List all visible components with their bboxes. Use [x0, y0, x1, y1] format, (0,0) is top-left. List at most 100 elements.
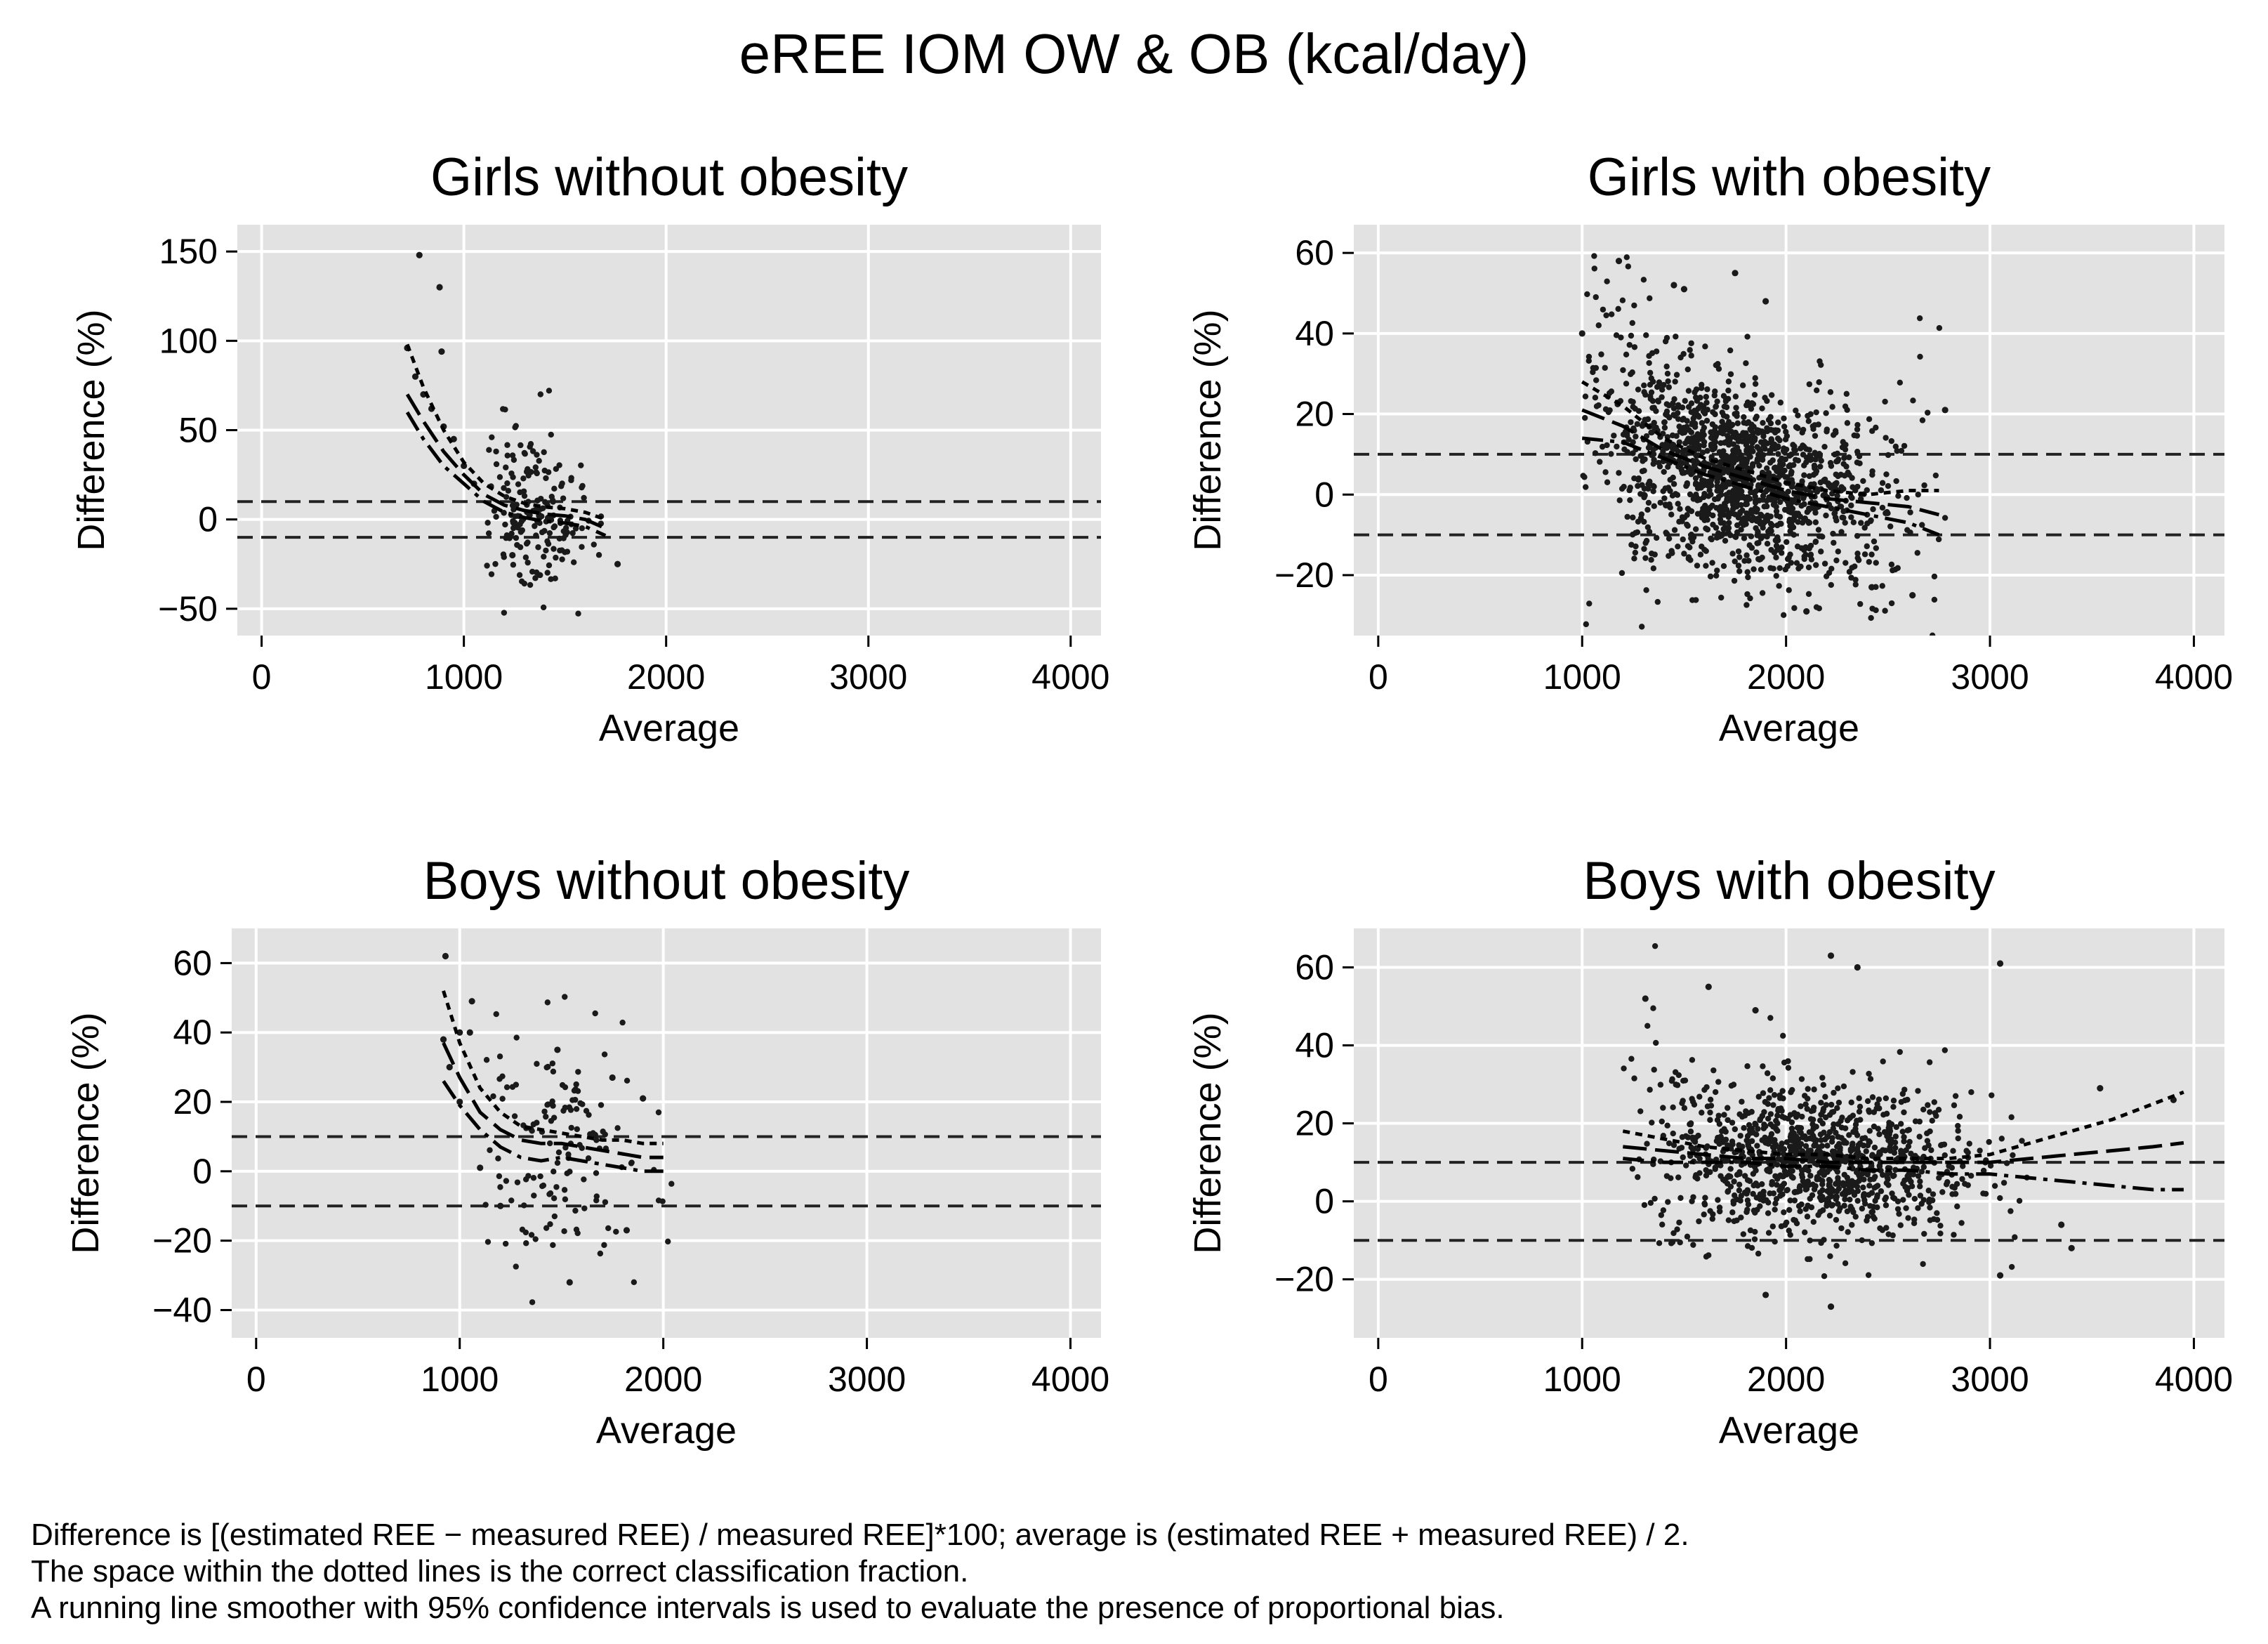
data-point — [1844, 420, 1851, 426]
data-point — [1789, 1168, 1795, 1174]
data-point — [1826, 1183, 1833, 1190]
data-point — [1867, 1176, 1873, 1183]
data-point — [1848, 1099, 1854, 1106]
data-point — [1800, 443, 1807, 449]
data-point — [1752, 1120, 1758, 1127]
data-point — [1672, 636, 1677, 641]
data-point — [1628, 371, 1634, 378]
data-point — [1673, 1081, 1679, 1088]
data-point — [1666, 535, 1673, 542]
data-point — [1949, 1191, 1956, 1197]
data-point — [1866, 1183, 1873, 1189]
data-point — [1853, 1169, 1860, 1176]
data-point — [1842, 1125, 1849, 1131]
data-point — [1709, 421, 1716, 428]
data-point — [508, 1197, 515, 1204]
data-point — [1628, 1056, 1635, 1062]
data-point — [545, 1101, 551, 1107]
data-point — [631, 1279, 638, 1286]
data-point — [1670, 481, 1677, 487]
y-tick-label: 40 — [1295, 1026, 1334, 1065]
data-point — [1822, 1093, 1828, 1100]
data-point — [1738, 520, 1744, 527]
data-point — [1848, 514, 1854, 520]
data-point — [1732, 270, 1739, 277]
data-point — [560, 535, 567, 541]
data-point — [1776, 583, 1782, 589]
data-point — [581, 1176, 587, 1183]
data-point — [557, 547, 563, 554]
data-point — [1764, 1070, 1771, 1077]
data-point — [1860, 1184, 1866, 1191]
data-point — [1791, 446, 1798, 453]
data-point — [1739, 494, 1745, 501]
data-point — [1776, 1095, 1784, 1101]
data-point — [1640, 277, 1647, 283]
data-point — [1774, 435, 1781, 442]
data-point — [1732, 434, 1739, 440]
data-points — [440, 952, 675, 1306]
data-point — [1934, 1210, 1940, 1216]
data-point — [1680, 447, 1687, 454]
x-tick-label: 1000 — [1543, 657, 1621, 697]
data-point — [1807, 453, 1814, 459]
data-point — [1899, 1129, 1906, 1135]
x-tick-label: 1000 — [421, 1360, 499, 1399]
data-point — [1691, 1101, 1698, 1108]
data-point — [1693, 439, 1699, 446]
data-point — [1821, 560, 1828, 567]
data-point — [1872, 1197, 1878, 1204]
data-point — [1646, 360, 1652, 367]
data-point — [1897, 379, 1904, 386]
data-point — [1662, 501, 1669, 508]
data-point — [1873, 607, 1879, 614]
data-point — [1951, 1102, 1958, 1109]
data-point — [1991, 1183, 1998, 1189]
data-point — [1675, 409, 1681, 416]
data-point — [1713, 525, 1720, 531]
data-point — [1920, 1164, 1927, 1170]
data-point — [1907, 509, 1913, 515]
data-point — [1915, 1088, 1921, 1094]
data-point — [1647, 1199, 1654, 1206]
data-point — [1592, 450, 1599, 456]
data-point — [1807, 1237, 1813, 1244]
data-point — [1712, 388, 1718, 395]
data-point — [1681, 429, 1688, 436]
x-axis-label: Average — [599, 707, 739, 749]
data-point — [1901, 1138, 1907, 1145]
data-point — [442, 952, 449, 960]
data-point — [1776, 513, 1784, 520]
data-point — [1803, 1164, 1809, 1171]
data-point — [1670, 282, 1677, 289]
data-point — [1939, 1189, 1946, 1195]
data-point — [1788, 508, 1795, 515]
data-point — [1781, 423, 1788, 430]
data-point — [1692, 1134, 1699, 1141]
data-point — [1692, 389, 1698, 395]
data-point — [525, 559, 531, 566]
data-point — [1641, 494, 1647, 501]
data-point — [1951, 1185, 1958, 1191]
data-point — [521, 492, 528, 499]
data-point — [1758, 534, 1765, 541]
data-layer — [1354, 225, 2224, 641]
data-point — [1849, 1222, 1855, 1228]
data-point — [1767, 459, 1774, 466]
data-point — [579, 1101, 586, 1107]
panel-title: Girls without obesity — [430, 147, 908, 207]
data-point — [1633, 543, 1639, 550]
data-point — [1784, 563, 1791, 570]
data-point — [510, 562, 517, 568]
data-point — [1660, 488, 1666, 494]
data-point — [438, 348, 445, 355]
data-point — [1701, 1200, 1708, 1206]
data-point — [1890, 1098, 1897, 1104]
data-point — [1702, 1195, 1708, 1201]
data-point — [1802, 544, 1809, 551]
data-point — [1899, 1091, 1906, 1097]
data-point — [2012, 1234, 2018, 1240]
data-point — [1818, 1099, 1824, 1106]
data-point — [527, 444, 533, 450]
data-point — [1818, 548, 1824, 555]
